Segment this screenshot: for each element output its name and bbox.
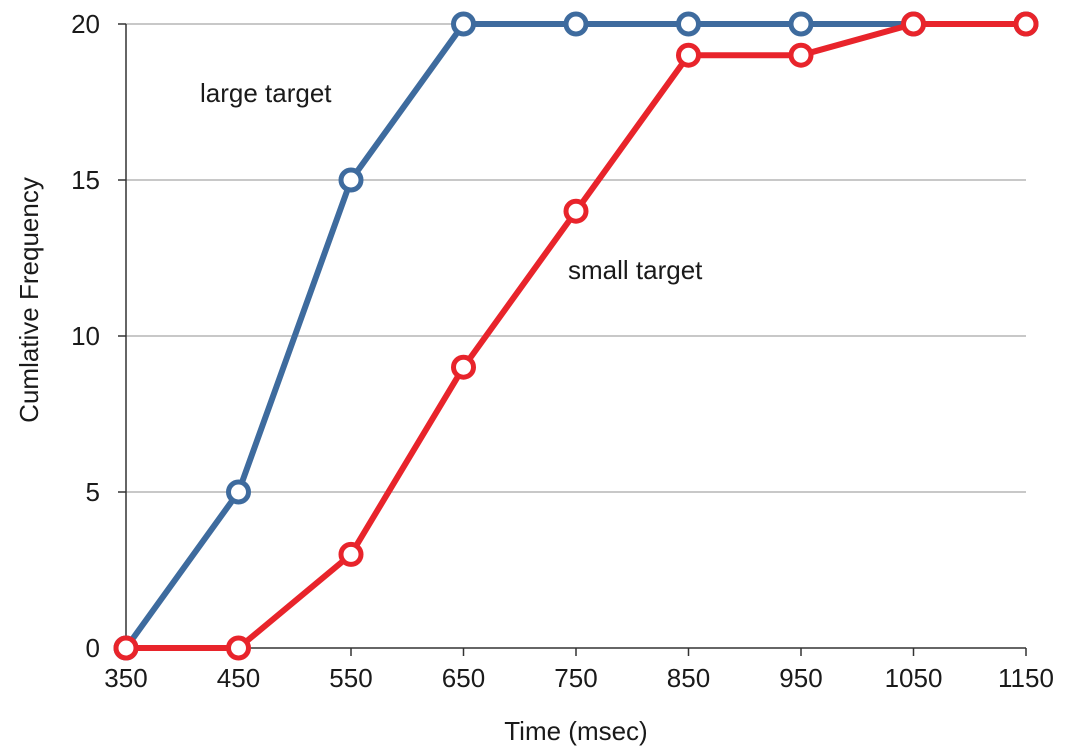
y-tick-label: 15 — [71, 165, 100, 195]
data-point — [226, 635, 251, 661]
data-point — [226, 479, 251, 505]
x-tick-label: 850 — [667, 663, 710, 693]
data-point — [1013, 11, 1039, 37]
x-tick-label: 450 — [217, 663, 260, 693]
series-label-small-target: small target — [568, 255, 703, 285]
x-tick-label: 950 — [779, 663, 822, 693]
data-point — [451, 354, 476, 380]
x-tick-label: 1050 — [885, 663, 943, 693]
y-tick-label: 10 — [71, 321, 100, 351]
data-point — [788, 11, 814, 37]
x-axis-title: Time (msec) — [504, 716, 647, 746]
y-tick-label: 5 — [86, 477, 100, 507]
x-tick-label: 550 — [329, 663, 372, 693]
data-point — [788, 42, 814, 68]
data-point — [901, 11, 926, 37]
x-tick-label: 1150 — [998, 663, 1054, 693]
data-point — [338, 167, 364, 193]
y-tick-label: 20 — [71, 9, 100, 39]
series-small-target — [113, 11, 1039, 661]
series-label-large-target: large target — [200, 78, 332, 108]
x-tick-label: 650 — [442, 663, 485, 693]
data-point — [563, 11, 589, 37]
x-tick-label: 350 — [104, 663, 147, 693]
data-point — [676, 11, 701, 37]
x-tick-labels: 350 450 550 650 750 850 950 1050 1150 — [104, 648, 1054, 693]
data-point — [338, 541, 364, 567]
y-axis-title: Cumlative Frequency — [14, 177, 44, 423]
y-tick-label: 0 — [86, 633, 100, 663]
data-point — [451, 11, 476, 37]
data-point — [113, 635, 139, 661]
y-tick-labels: 0 5 10 15 20 — [71, 9, 126, 663]
data-point — [563, 198, 589, 224]
x-tick-label: 750 — [554, 663, 597, 693]
data-point — [676, 42, 701, 68]
